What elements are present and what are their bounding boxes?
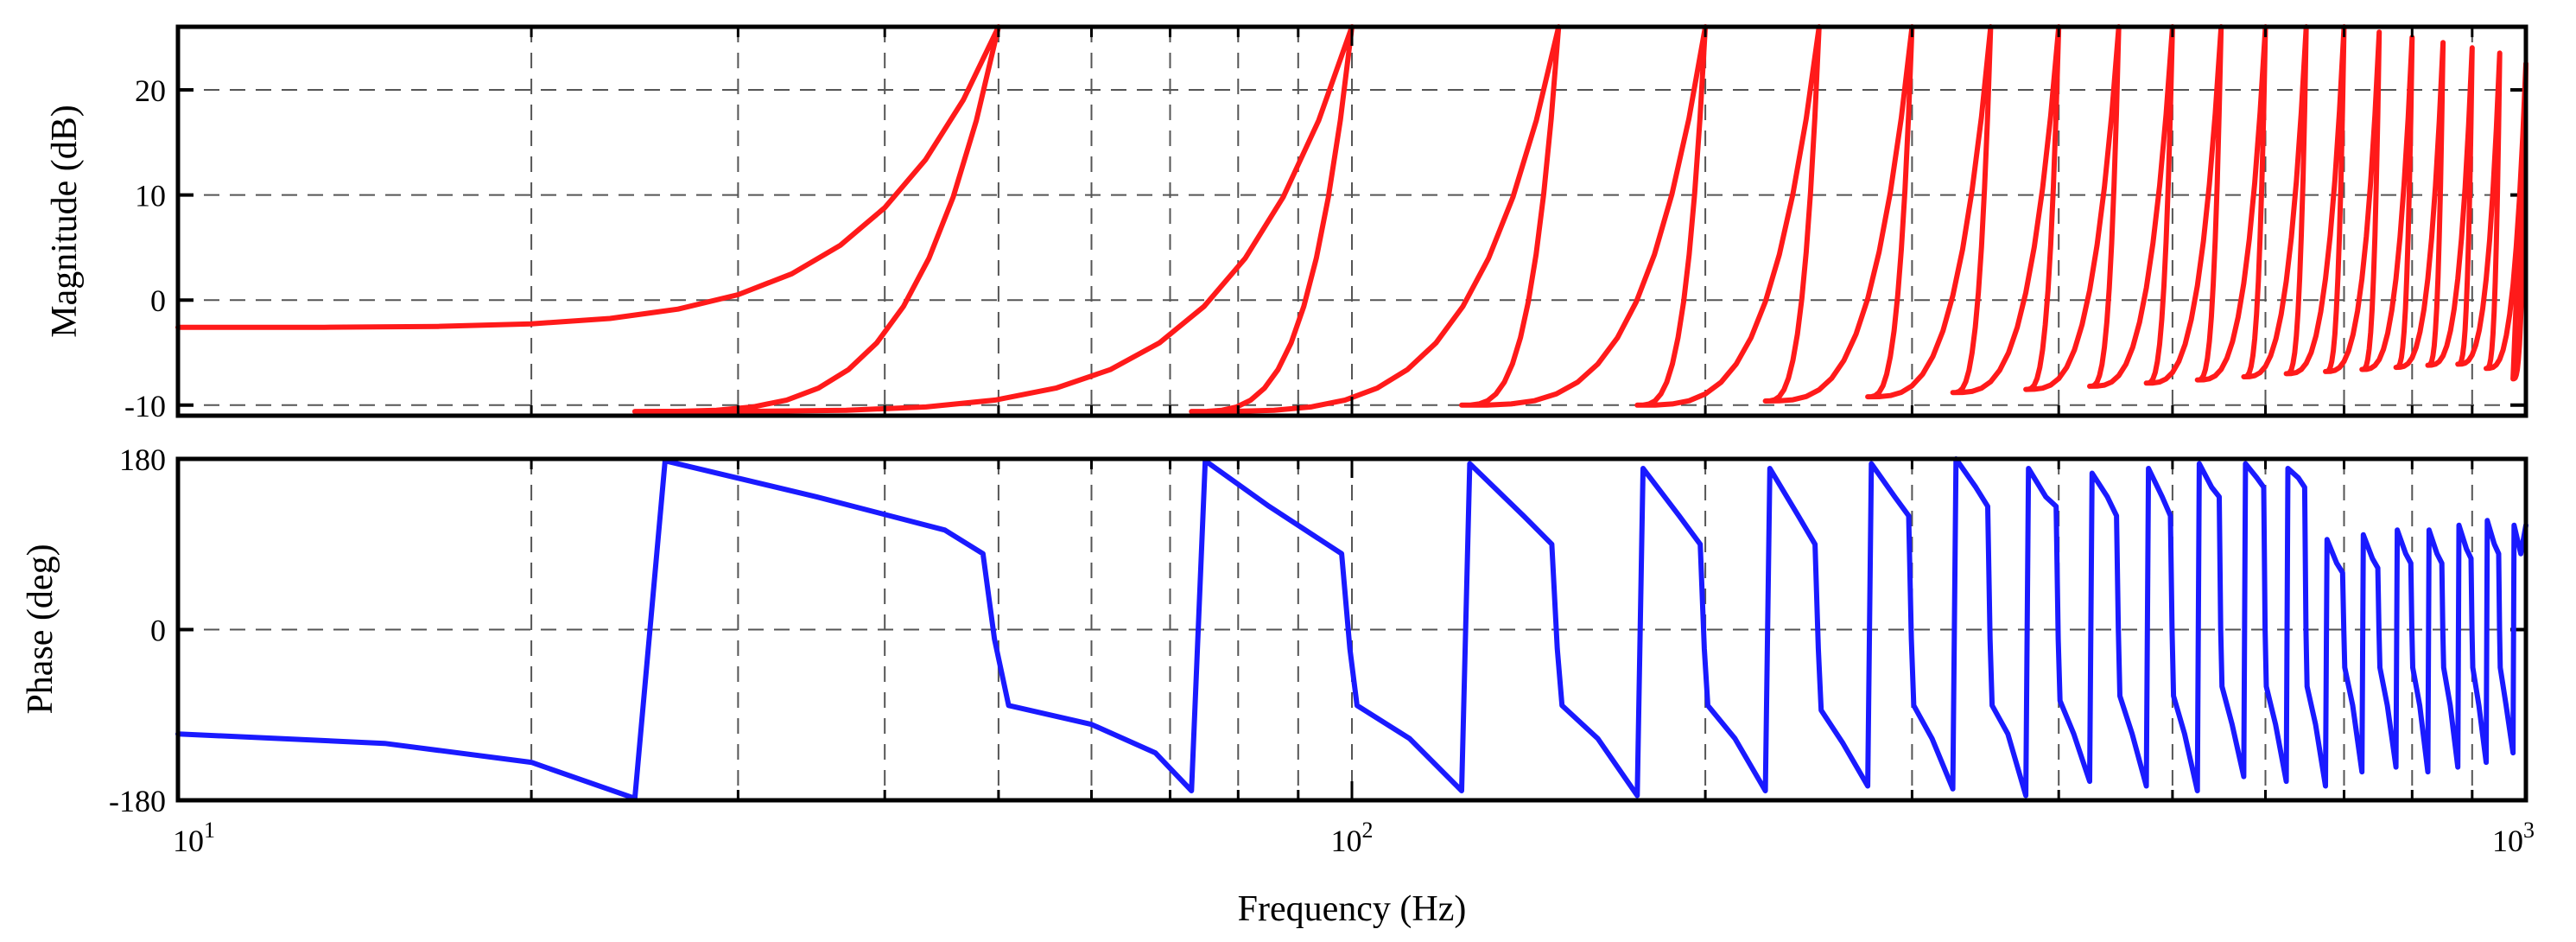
magnitude-y-tick-label: 10 bbox=[135, 179, 166, 213]
magnitude-series-line bbox=[175, 24, 2528, 415]
phase-series-line bbox=[175, 456, 2528, 801]
phase-y-ticks: -180 0 180 bbox=[109, 442, 2526, 818]
x-tick-label: 101 bbox=[173, 818, 215, 858]
magnitude-y-ticks: -10 0 10 20 bbox=[124, 73, 2526, 423]
phase-y-tick-label: 0 bbox=[150, 614, 166, 648]
magnitude-panel: -10 0 10 20 Magnitude (dB) bbox=[45, 24, 2528, 423]
phase-y-tick-label: 180 bbox=[119, 442, 166, 477]
x-axis-ticks: 101 102 103 bbox=[173, 27, 2535, 858]
magnitude-y-tick-label: 20 bbox=[135, 73, 166, 108]
phase-panel: -180 0 180 Phase (deg) bbox=[21, 442, 2528, 818]
magnitude-y-tick-label: -10 bbox=[124, 389, 166, 423]
magnitude-y-axis-label: Magnitude (dB) bbox=[45, 105, 85, 337]
x-axis-label: Frequency (Hz) bbox=[1238, 889, 1467, 929]
x-tick-label: 102 bbox=[1331, 818, 1374, 858]
magnitude-y-tick-label: 0 bbox=[150, 283, 166, 318]
magnitude-grid bbox=[178, 27, 2526, 416]
phase-y-tick-label: -180 bbox=[109, 784, 166, 818]
x-tick-label: 103 bbox=[2492, 818, 2535, 858]
phase-y-axis-label: Phase (deg) bbox=[21, 544, 60, 714]
